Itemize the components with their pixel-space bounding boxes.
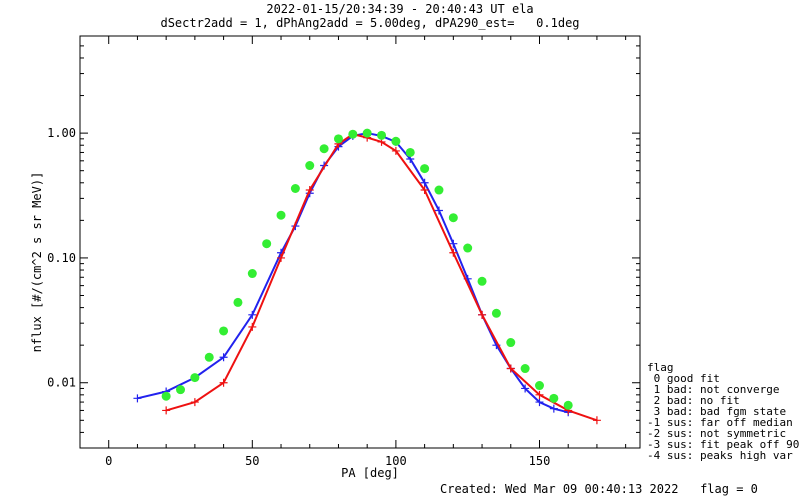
legend-entry: 1 bad: not converge: [647, 383, 780, 396]
data-point: [434, 206, 443, 215]
data-point: [434, 185, 444, 195]
series-1: [162, 130, 601, 425]
chart-title: 2022-01-15/20:34:39 - 20:40:43 UT ela: [266, 2, 534, 16]
data-point: [219, 326, 229, 336]
x-axis-label: PA [deg]: [341, 466, 399, 480]
data-point: [391, 136, 401, 146]
data-point: [449, 248, 458, 257]
legend-entry: -2 sus: not symmetric: [647, 427, 787, 440]
y-axis-label: nflux [#/(cm^2 s sr MeV)]: [30, 171, 44, 353]
data-point: [219, 353, 228, 362]
data-point: [276, 210, 286, 220]
legend-entry: 2 bad: no fit: [647, 394, 740, 407]
legend-entries: 0 good fit 1 bad: not converge 2 bad: no…: [647, 373, 799, 461]
data-point: [204, 352, 214, 362]
plot-frame: [79, 35, 641, 449]
data-point: [247, 269, 257, 279]
y-tick-label: 0.10: [47, 251, 76, 265]
data-point: [563, 400, 573, 410]
data-point: [161, 391, 171, 401]
y-tick-label: 1.00: [47, 126, 76, 140]
data-point: [592, 416, 601, 425]
legend-entry: -3 sus: fit peak off 90: [647, 438, 800, 451]
data-point: [262, 239, 272, 249]
data-point: [477, 276, 487, 286]
data-point: [176, 385, 186, 395]
data-point: [463, 243, 473, 253]
data-point: [305, 186, 314, 195]
data-point: [248, 310, 257, 319]
data-point: [535, 398, 544, 407]
x-tick-label: 0: [105, 454, 112, 468]
data-point: [377, 130, 387, 140]
data-point: [449, 239, 458, 248]
data-point: [391, 146, 400, 155]
footer-created: Created: Wed Mar 09 00:40:13 2022 flag =…: [440, 482, 758, 496]
data-point: [478, 310, 487, 319]
data-point: [362, 128, 372, 138]
series-0: [133, 129, 573, 417]
flag-legend: flag 0 good fit 1 bad: not converge 2 ba…: [647, 362, 799, 461]
x-tick-label: 100: [385, 454, 407, 468]
legend-title: flag: [647, 361, 674, 374]
data-point: [534, 381, 544, 391]
data-point: [506, 338, 516, 348]
data-point: [535, 390, 544, 399]
data-point: [549, 404, 558, 413]
data-point: [277, 253, 286, 262]
data-point: [420, 164, 430, 174]
data-point: [348, 129, 358, 139]
data-point: [405, 147, 415, 157]
data-point: [520, 364, 530, 374]
x-tick-label: 50: [245, 454, 259, 468]
legend-entry: 0 good fit: [647, 372, 720, 385]
data-point: [190, 398, 199, 407]
data-point: [491, 308, 501, 318]
x-tick-label: 150: [529, 454, 551, 468]
data-point: [133, 394, 142, 403]
data-point: [290, 183, 300, 193]
data-point: [162, 406, 171, 415]
data-point: [420, 178, 429, 187]
data-point: [233, 297, 243, 307]
data-point: [420, 186, 429, 195]
data-point: [319, 144, 329, 154]
data-point: [506, 364, 515, 373]
data-point: [190, 373, 200, 383]
data-point: [549, 393, 559, 403]
legend-entry: 3 bad: bad fgm state: [647, 405, 787, 418]
data-point: [305, 161, 315, 171]
data-point: [521, 384, 530, 393]
series-line: [137, 132, 569, 414]
data-point: [248, 322, 257, 331]
data-point: [448, 213, 458, 223]
data-point: [219, 378, 228, 387]
y-tick-label: 0.01: [47, 376, 76, 390]
data-point: [333, 134, 343, 144]
chart-subtitle: dSectr2add = 1, dPhAng2add = 5.00deg, dP…: [160, 16, 580, 30]
legend-entry: -4 sus: peaks high var: [647, 449, 793, 462]
legend-entry: -1 sus: far off median: [647, 416, 793, 429]
series-line: [165, 133, 598, 422]
series-2: [161, 128, 573, 410]
